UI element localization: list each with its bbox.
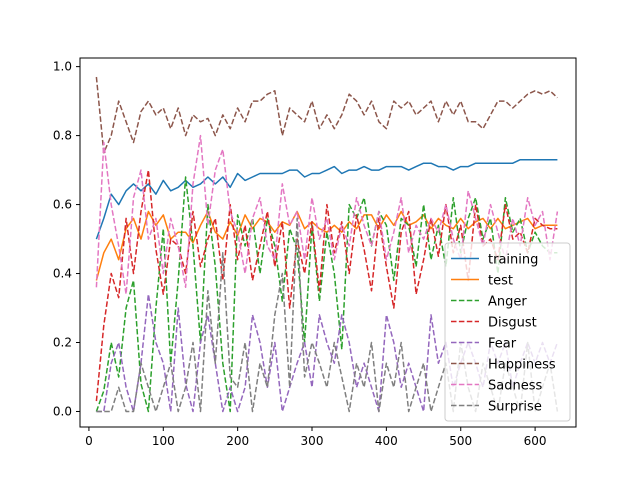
legend: training test Anger Disgust Fear Happiness Sad… [445,243,570,421]
y-tick-label: 0.0 [53,404,72,418]
x-tick-label: 400 [375,434,398,448]
y-tick-label: 0.4 [53,267,72,281]
x-tick-label: 200 [226,434,249,448]
x-tick-label: 300 [301,434,324,448]
x-tick-label: 500 [449,434,472,448]
legend-box [445,243,570,421]
y-tick-label: 0.6 [53,198,72,212]
x-tick-label: 600 [524,434,547,448]
x-tick-label: 100 [152,434,175,448]
x-tick-label: 0 [85,434,93,448]
legend-label-training: training [488,253,538,268]
y-tick-label: 0.8 [53,129,72,143]
legend-label-happiness: Happiness [488,358,556,373]
legend-label-fear: Fear [488,337,517,352]
legend-label-surprise: Surprise [488,400,542,415]
legend-label-sadness: Sadness [488,379,542,394]
legend-label-disgust: Disgust [488,316,537,331]
y-tick-label: 1.0 [53,60,72,74]
legend-label-test: test [488,274,513,289]
legend-label-anger: Anger [488,295,527,310]
y-tick-label: 0.2 [53,336,72,350]
